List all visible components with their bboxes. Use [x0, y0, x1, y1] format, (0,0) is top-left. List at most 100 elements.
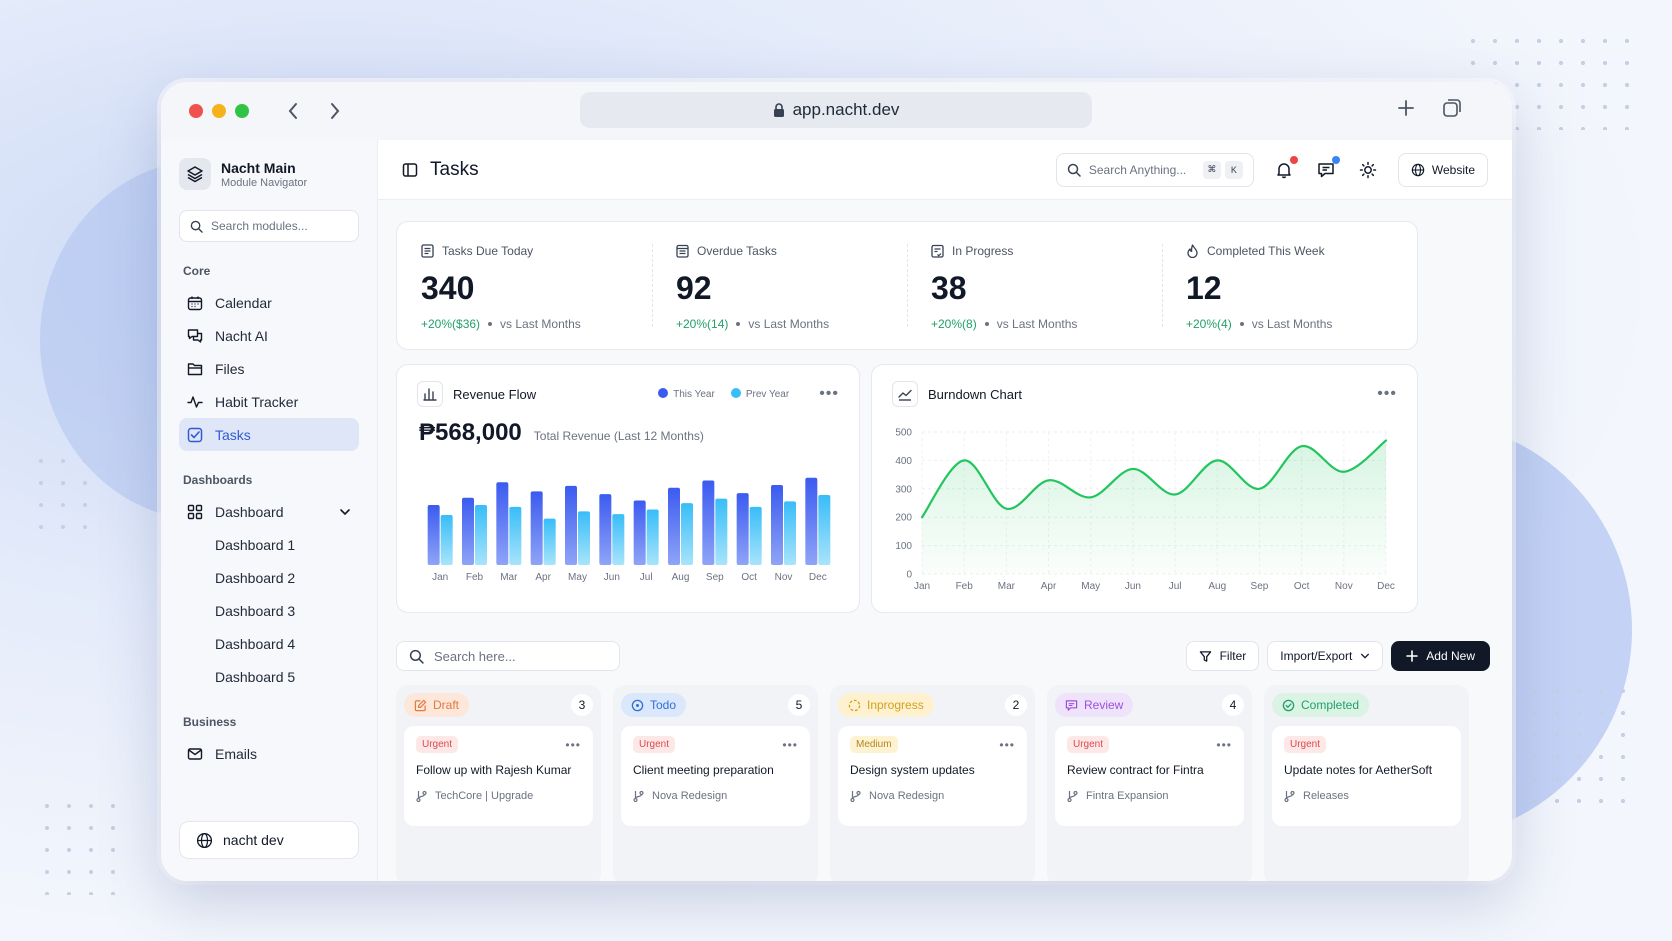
- chevron-down-icon[interactable]: [339, 506, 351, 518]
- task-card[interactable]: Urgent ••• Follow up with Rajesh Kumar Te…: [404, 726, 593, 826]
- bar-this-year[interactable]: [496, 482, 509, 565]
- bar-prev-year[interactable]: [440, 515, 453, 565]
- column-count: 4: [1222, 694, 1244, 716]
- calendar-icon: [187, 296, 203, 310]
- x-tick-label: May: [568, 572, 587, 583]
- profile-button[interactable]: nacht dev: [179, 821, 359, 859]
- sidebar-item-files[interactable]: Files: [179, 352, 359, 385]
- bar-prev-year[interactable]: [509, 506, 522, 565]
- bar-this-year[interactable]: [427, 505, 440, 565]
- task-card[interactable]: Medium ••• Design system updates Nova Red…: [838, 726, 1027, 826]
- sidebar-item-tasks[interactable]: Tasks: [179, 418, 359, 451]
- sidebar-item-dashboard-3[interactable]: Dashboard 3: [179, 594, 359, 627]
- more-options-icon[interactable]: •••: [819, 385, 839, 402]
- bar-prev-year[interactable]: [681, 503, 693, 565]
- bar-prev-year[interactable]: [818, 495, 831, 565]
- bar-this-year[interactable]: [530, 491, 543, 565]
- legend-prev-year[interactable]: Prev Year: [730, 388, 789, 400]
- bar-this-year[interactable]: [668, 487, 680, 565]
- forward-arrow-icon[interactable]: [329, 102, 341, 120]
- stat-delta: +20%(14): [676, 317, 729, 331]
- task-card[interactable]: Urgent Update notes for AetherSoft Relea…: [1272, 726, 1461, 826]
- burndown-series-line[interactable]: [920, 439, 1388, 519]
- more-options-icon[interactable]: •••: [1216, 737, 1232, 752]
- url-text: app.nacht.dev: [792, 100, 900, 119]
- bar-this-year[interactable]: [599, 494, 612, 565]
- x-tick-label: Oct: [741, 572, 757, 583]
- sidebar-item-dashboard-5[interactable]: Dashboard 5: [179, 660, 359, 693]
- maximize-window-button[interactable]: [235, 104, 249, 118]
- bar-this-year[interactable]: [771, 485, 783, 565]
- theme-toggle-button[interactable]: [1356, 158, 1380, 182]
- sidebar-item-dashboard[interactable]: Dashboard: [179, 495, 359, 528]
- brand[interactable]: Nacht Main Module Navigator: [179, 158, 359, 190]
- bar-prev-year[interactable]: [749, 506, 762, 565]
- x-tick-label: Dec: [809, 572, 827, 583]
- bar-prev-year[interactable]: [646, 509, 659, 565]
- import-export-button[interactable]: Import/Export: [1267, 641, 1384, 671]
- task-search-input[interactable]: Search here...: [396, 641, 620, 671]
- column-status-pill[interactable]: Review: [1055, 693, 1134, 717]
- bar-chart-icon: [417, 381, 443, 407]
- global-search-input[interactable]: Search Anything... ⌘ K: [1055, 152, 1254, 187]
- burndown-area: [922, 440, 1386, 574]
- bar-this-year[interactable]: [736, 493, 749, 565]
- sidebar-item-dashboard-4[interactable]: Dashboard 4: [179, 627, 359, 660]
- stat-delta: +20%(8): [931, 317, 977, 331]
- priority-badge: Urgent: [1067, 736, 1110, 753]
- stat-card: Tasks Due Today 340 +20%($36) vs Last Mon…: [397, 222, 652, 349]
- more-options-icon[interactable]: •••: [565, 737, 581, 752]
- bar-this-year[interactable]: [702, 480, 715, 565]
- bar-this-year[interactable]: [462, 497, 474, 565]
- sidebar-item-dashboard-1[interactable]: Dashboard 1: [179, 528, 359, 561]
- folder-icon: [187, 362, 203, 375]
- stat-label: Completed This Week: [1207, 244, 1325, 258]
- task-card[interactable]: Urgent ••• Client meeting preparation Nov…: [621, 726, 810, 826]
- sidebar-toggle-icon[interactable]: [402, 162, 418, 178]
- task-card[interactable]: Urgent ••• Review contract for Fintra Fin…: [1055, 726, 1244, 826]
- column-status-pill[interactable]: Todo: [621, 693, 687, 717]
- column-status-pill[interactable]: Draft: [404, 693, 470, 717]
- more-options-icon[interactable]: •••: [1377, 385, 1397, 402]
- y-tick-label: 300: [895, 484, 912, 495]
- more-options-icon[interactable]: •••: [782, 737, 798, 752]
- priority-badge: Urgent: [1284, 736, 1327, 753]
- bar-this-year[interactable]: [565, 485, 577, 565]
- sidebar-item-nacht-ai[interactable]: Nacht AI: [179, 319, 359, 352]
- kanban-board: Draft 3 Urgent ••• Follow up with Rajesh …: [396, 685, 1512, 881]
- stat-compare: vs Last Months: [1251, 317, 1333, 331]
- bar-prev-year[interactable]: [578, 511, 590, 565]
- column-status-pill[interactable]: Completed: [1272, 693, 1370, 717]
- minimize-window-button[interactable]: [212, 104, 226, 118]
- bar-this-year[interactable]: [805, 477, 818, 565]
- stat-compare: vs Last Months: [748, 317, 830, 331]
- sidebar-item-dashboard-2[interactable]: Dashboard 2: [179, 561, 359, 594]
- bar-prev-year[interactable]: [612, 514, 625, 565]
- bar-prev-year[interactable]: [715, 498, 728, 565]
- notifications-button[interactable]: [1272, 155, 1298, 182]
- back-arrow-icon[interactable]: [287, 102, 299, 120]
- sidebar-item-calendar[interactable]: Calendar: [179, 286, 359, 319]
- messages-button[interactable]: [1314, 155, 1340, 182]
- close-window-button[interactable]: [189, 104, 203, 118]
- bar-prev-year[interactable]: [475, 505, 487, 565]
- separator-dot: [1239, 322, 1244, 326]
- filter-button[interactable]: Filter: [1185, 641, 1260, 671]
- legend-this-year[interactable]: This Year: [658, 388, 715, 400]
- sidebar-item-habit-tracker[interactable]: Habit Tracker: [179, 385, 359, 418]
- module-search-input[interactable]: Search modules...: [179, 210, 359, 242]
- new-tab-icon[interactable]: [1398, 100, 1414, 116]
- sidebar-item-emails[interactable]: Emails: [179, 737, 359, 770]
- global-search-placeholder: Search Anything...: [1088, 162, 1187, 177]
- bar-prev-year[interactable]: [784, 501, 796, 565]
- bar-prev-year[interactable]: [543, 518, 556, 565]
- more-options-icon[interactable]: •••: [999, 737, 1015, 752]
- bar-this-year[interactable]: [633, 500, 646, 565]
- task-search-placeholder: Search here...: [434, 648, 516, 664]
- url-bar[interactable]: app.nacht.dev: [580, 92, 1092, 128]
- website-button[interactable]: Website: [1397, 152, 1488, 187]
- add-new-button[interactable]: Add New: [1391, 641, 1490, 671]
- column-status-pill[interactable]: Inprogress: [838, 693, 934, 717]
- tabs-overview-icon[interactable]: [1442, 98, 1462, 118]
- shortcut-hint: ⌘ K: [1202, 160, 1243, 179]
